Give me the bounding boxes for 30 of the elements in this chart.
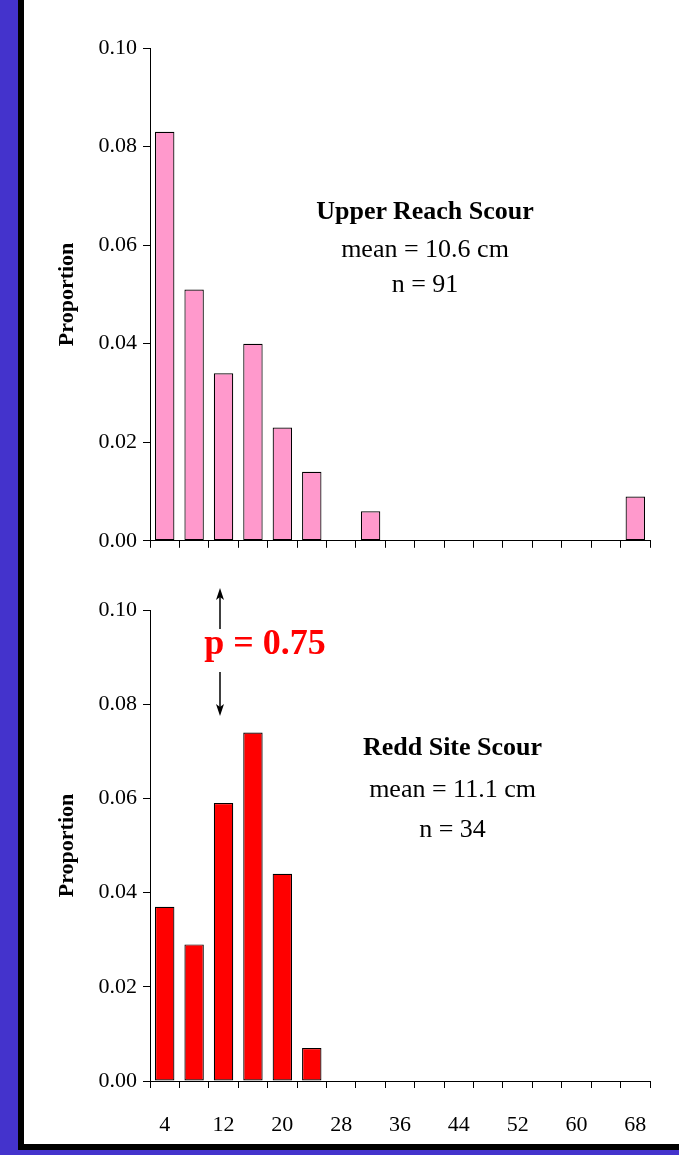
annotation: n = 91 [391,268,459,298]
text: Redd Site Scour [362,731,543,761]
y-tick-label: 0.08 [98,689,137,715]
annotation: n = 34 [419,813,486,843]
x-tick-label: 28 [330,1110,353,1136]
y-tick-label: 0.04 [98,878,137,904]
y-tick-label: 0.00 [98,526,137,552]
x-tick-label: 68 [624,1110,647,1136]
x-tick-label: 20 [271,1110,294,1136]
text: Upper Reach Scour [316,195,534,225]
annotation: mean = 11.1 cm [369,773,536,803]
y-tick-label: 0.08 [98,132,137,158]
y-tick-label: 0.06 [98,230,137,256]
y-tick-label: 0.10 [98,595,137,621]
x-tick-label: 12 [212,1110,235,1136]
y-tick-label: 0.06 [98,784,137,810]
y-tick-label: 0.02 [98,972,137,998]
annotation: p = 0.75 [204,622,326,663]
y-tick-label: 0.10 [98,33,137,59]
x-tick-label: 44 [447,1110,470,1136]
y-axis-title: Proportion [52,793,78,898]
annotation: mean = 10.6 cm [341,233,509,263]
y-tick-label: 0.02 [98,428,137,454]
y-axis-title: Proportion [52,242,78,347]
x-tick-label: 52 [506,1110,529,1136]
y-tick-label: 0.04 [98,329,137,355]
y-tick-label: 0.00 [98,1066,137,1092]
x-tick-label: 4 [159,1110,171,1136]
x-tick-label: 36 [389,1110,411,1136]
x-tick-label: 60 [565,1110,588,1136]
